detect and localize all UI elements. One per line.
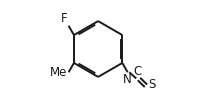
Text: S: S (148, 78, 155, 91)
Text: C: C (133, 65, 141, 78)
Text: Me: Me (50, 66, 67, 79)
Text: F: F (61, 12, 67, 25)
Text: N: N (123, 73, 132, 86)
